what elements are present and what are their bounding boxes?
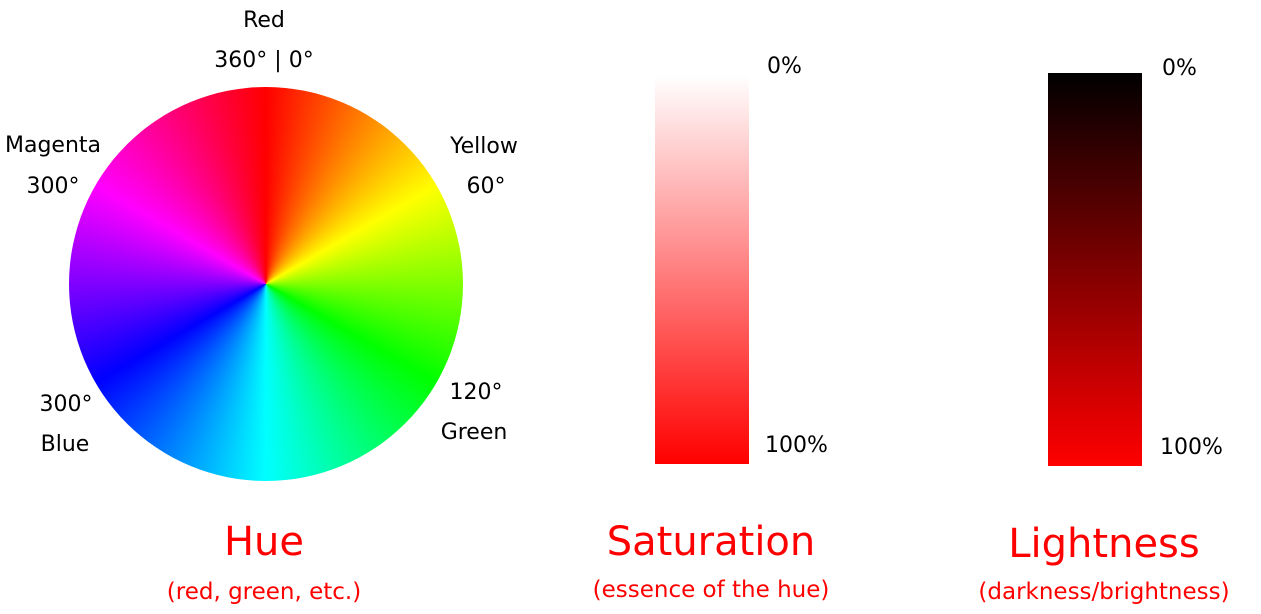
hue-color-wheel <box>69 87 463 481</box>
blue-label: Blue <box>40 432 90 457</box>
hue-subtitle: (red, green, etc.) <box>166 579 362 605</box>
saturation-gradient-bar <box>655 75 749 464</box>
saturation-subtitle: (essence of the hue) <box>592 577 830 603</box>
lightness-title: Lightness <box>1008 521 1200 567</box>
hue-title: Hue <box>223 519 305 565</box>
lightness-bottom-label: 100% <box>1160 435 1223 460</box>
green-degree-label: 120° <box>449 380 503 405</box>
saturation-title: Saturation <box>606 519 816 565</box>
saturation-bottom-label: 100% <box>765 433 828 458</box>
yellow-label: Yellow <box>450 134 518 159</box>
lightness-gradient-bar <box>1048 73 1142 466</box>
magenta-label: Magenta <box>4 133 102 158</box>
lightness-subtitle: (darkness/brightness) <box>978 579 1230 605</box>
green-label: Green <box>440 420 508 445</box>
yellow-degree-label: 60° <box>466 174 506 199</box>
red-label: Red <box>243 8 285 33</box>
lightness-top-label: 0% <box>1162 56 1197 81</box>
saturation-top-label: 0% <box>767 54 802 79</box>
red-degree-label: 360° | 0° <box>214 48 314 73</box>
magenta-degree-label: 300° <box>26 174 80 199</box>
blue-degree-label: 300° <box>39 392 93 417</box>
